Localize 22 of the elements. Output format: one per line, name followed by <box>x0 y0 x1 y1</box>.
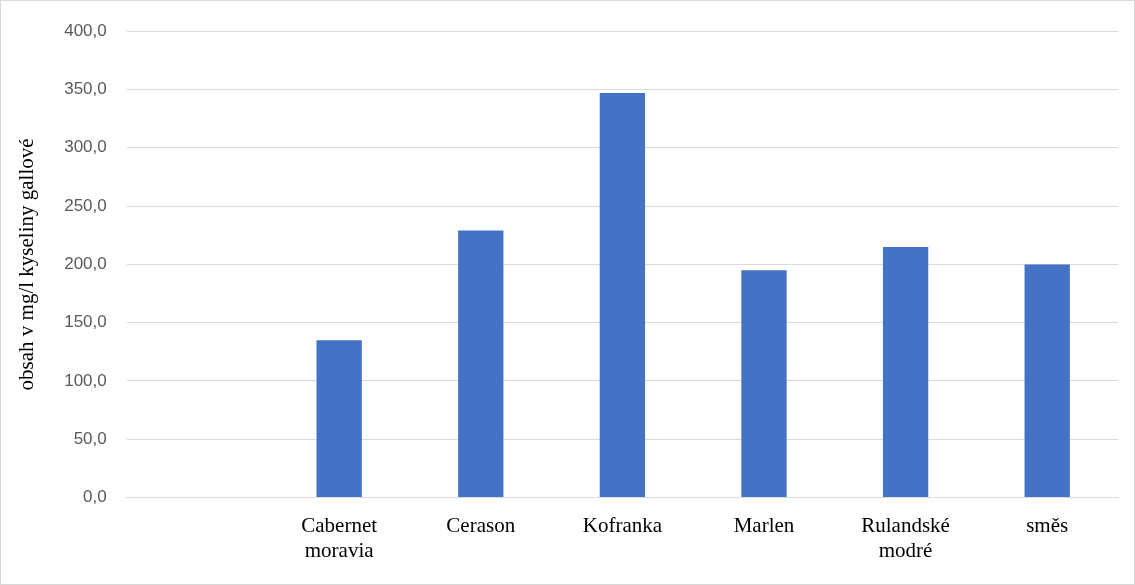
bar <box>882 246 929 498</box>
bar <box>1024 264 1070 498</box>
x-tick-label: Rulandské modré <box>861 512 950 562</box>
x-tick-label: Kofranka <box>582 512 663 537</box>
y-tick-label: 400,0 <box>64 20 107 40</box>
y-tick-label: 250,0 <box>64 195 107 215</box>
y-tick-label: 350,0 <box>64 79 107 99</box>
y-tick-label: 300,0 <box>64 137 107 157</box>
y-tick-label: 150,0 <box>64 312 107 332</box>
x-tick-label: směs <box>1026 512 1069 537</box>
bar <box>458 230 504 498</box>
x-tick-label: Cerason <box>446 512 516 537</box>
y-tick-label: 200,0 <box>64 254 107 274</box>
x-tick-label: Marlen <box>733 512 795 537</box>
x-tick-label: Cabernet moravia <box>301 512 378 562</box>
bar <box>741 270 787 498</box>
bar <box>316 340 362 498</box>
y-axis-title: obsah v mg/l kyseliny gallové <box>14 138 39 391</box>
bar <box>599 93 646 498</box>
y-tick-label: 100,0 <box>64 370 107 390</box>
y-tick-label: 50,0 <box>73 428 107 448</box>
y-tick-label: 0,0 <box>83 487 107 507</box>
